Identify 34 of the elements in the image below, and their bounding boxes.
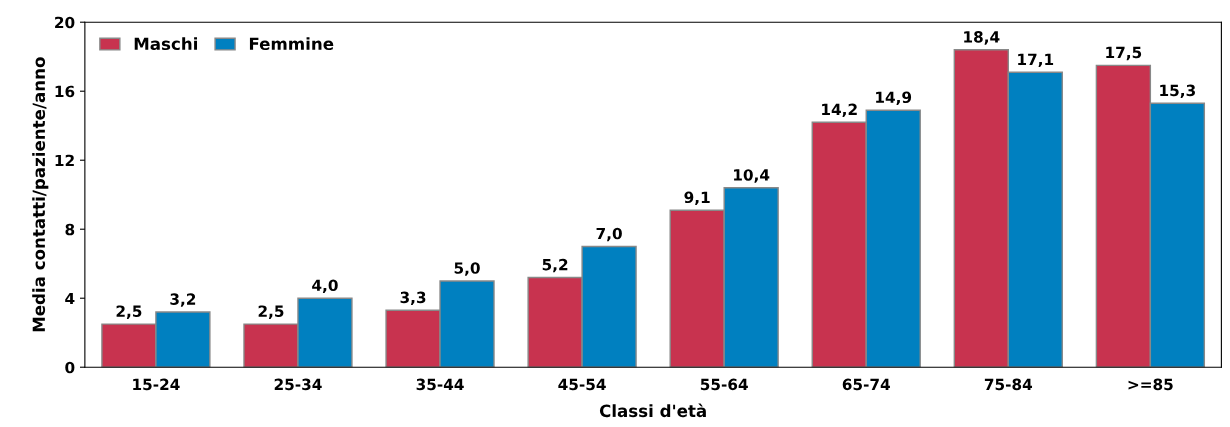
data-label: 10,4 — [734, 169, 770, 183]
data-label: 14,9 — [876, 91, 912, 106]
x-axis-title: Classi d'età — [599, 403, 706, 418]
legend-label: Maschi — [134, 37, 198, 51]
x-tick-label: 45-54 — [558, 378, 606, 391]
data-label: 3,3 — [400, 291, 426, 306]
data-label: 5,2 — [542, 258, 568, 273]
x-tick-label: 75-84 — [984, 378, 1033, 391]
data-label: 14,2 — [822, 103, 857, 118]
data-label: 17,1 — [1018, 53, 1054, 68]
y-tick-label: 0 — [65, 361, 75, 374]
x-tick-label: >=85 — [1128, 378, 1173, 391]
data-label: 7,0 — [596, 227, 622, 242]
y-tick-label: 12 — [55, 154, 74, 167]
y-axis-title: Media contatti/paziente/anno — [32, 57, 49, 332]
x-tick-label: 25-34 — [274, 378, 322, 391]
y-tick-label: 20 — [55, 16, 75, 29]
x-tick-label: 55-64 — [700, 378, 748, 391]
x-tick-label: 15-24 — [133, 378, 180, 391]
data-label: 9,1 — [684, 191, 710, 206]
data-label: 2,5 — [116, 305, 142, 319]
data-label: 4,0 — [312, 279, 338, 294]
data-label: 17,5 — [1106, 46, 1142, 61]
y-tick-label: 8 — [65, 223, 75, 236]
y-tick-label: 16 — [55, 85, 75, 98]
data-label: 15,3 — [1160, 84, 1195, 99]
x-tick-label: 35-44 — [416, 378, 464, 391]
y-tick-label: 4 — [65, 292, 75, 305]
legend-label: Femmine — [249, 37, 334, 51]
x-tick-label: 65-74 — [842, 378, 890, 391]
data-label: 18,4 — [964, 31, 1000, 45]
data-label: 5,0 — [454, 262, 480, 276]
data-label: 3,2 — [170, 293, 196, 307]
data-label: 2,5 — [258, 305, 284, 319]
